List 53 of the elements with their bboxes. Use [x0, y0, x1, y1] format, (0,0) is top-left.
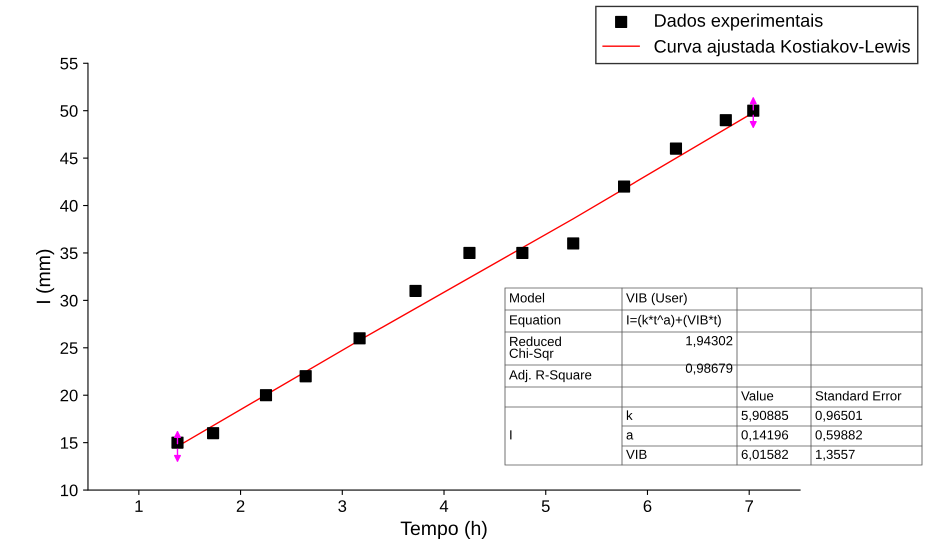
annotation: Value [741, 390, 774, 401]
y-tick-label: 30 [60, 294, 78, 307]
annotation: 0,14196 [742, 430, 788, 442]
point [260, 389, 272, 402]
point [354, 332, 366, 344]
y-tick-label: 10 [60, 484, 78, 496]
annotation: a [626, 432, 634, 440]
x-tick-label: 1 [135, 500, 143, 512]
y-tick-label: 35 [60, 247, 78, 260]
y-tick-label: 50 [60, 105, 78, 117]
x-tick-label: 3 [338, 500, 346, 512]
point [618, 180, 630, 193]
y-tick-label: 45 [60, 152, 78, 164]
point [409, 284, 422, 297]
annotation: 1,94302 [686, 336, 732, 347]
point [516, 246, 528, 260]
text: 0,59882 [816, 430, 862, 442]
annotation: Model [510, 292, 544, 303]
x-tick-label: 5 [542, 500, 550, 512]
x-axis-title: Tempo (h) [400, 520, 487, 540]
legend-label: Dados experimentais [655, 14, 823, 30]
annotation: VIB (User) [626, 292, 687, 306]
point [300, 370, 312, 382]
annotation: 0,98679 [686, 364, 732, 374]
x-tick-label: 7 [745, 500, 753, 512]
x-tick-label: 2 [236, 500, 244, 512]
point [567, 237, 580, 250]
point [670, 142, 682, 155]
annotation: k [626, 410, 633, 420]
y-tick-label: 20 [60, 390, 78, 402]
annotation: 6,01582 [742, 450, 788, 461]
y-tick-label: 25 [60, 342, 78, 354]
legend-label: Curva ajustada Kostiakov-Lewis [654, 39, 910, 56]
y-tick-label: 40 [60, 200, 78, 212]
x-tick-label: 4 [440, 500, 448, 512]
annotation: Adj. R-Square [509, 370, 592, 382]
text: Standard Error [816, 390, 902, 401]
point [720, 114, 732, 126]
point [463, 246, 476, 260]
annotation: Reduced Chi-Sqr [510, 336, 561, 361]
point [207, 427, 220, 440]
x-tick-label: 6 [644, 500, 652, 512]
annotation: I [510, 430, 512, 440]
annotation: Equation [510, 314, 560, 328]
y-tick-label: 15 [60, 437, 78, 449]
y-tick-label: 55 [60, 58, 78, 70]
text: 1,3557 [816, 450, 855, 461]
point [747, 104, 760, 117]
text: 0,96501 [816, 410, 862, 422]
annotation: I=(k*t^a)+(VIB*t) [627, 314, 721, 328]
y-axis-title: I (mm) [36, 250, 54, 303]
annotation: VIB [626, 450, 647, 459]
annotation: 5,90885 [742, 410, 788, 422]
